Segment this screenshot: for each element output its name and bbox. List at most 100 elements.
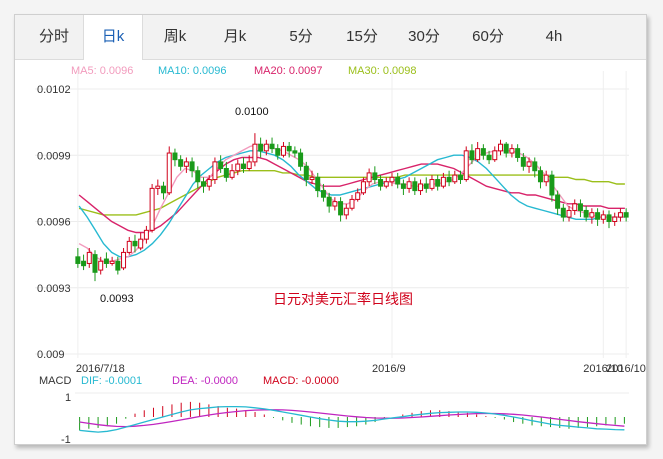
candle-body bbox=[612, 216, 618, 222]
candle-body bbox=[423, 183, 429, 189]
candle-body bbox=[378, 179, 384, 187]
candle-body bbox=[161, 185, 167, 194]
candle-body bbox=[326, 196, 332, 207]
candle-body bbox=[218, 161, 224, 169]
candle-body bbox=[240, 163, 246, 169]
candle-body bbox=[446, 176, 452, 183]
candle-body bbox=[418, 183, 424, 192]
candle-body bbox=[606, 214, 612, 222]
candle-body bbox=[343, 207, 349, 216]
candle-body bbox=[103, 258, 109, 264]
candle-body bbox=[229, 170, 235, 178]
candle-body bbox=[600, 214, 606, 220]
dea-line bbox=[79, 409, 625, 428]
y-tick-label: 0.0099 bbox=[37, 150, 71, 162]
macd-title: MACD bbox=[39, 375, 72, 387]
tab-1[interactable]: 日k bbox=[83, 15, 143, 60]
candle-body bbox=[126, 240, 132, 253]
candle-body bbox=[178, 159, 184, 167]
tab-7[interactable]: 60分 bbox=[472, 28, 504, 45]
candle-body bbox=[280, 145, 286, 156]
dif-label: DIF: -0.0001 bbox=[81, 375, 143, 387]
candle-body bbox=[172, 152, 178, 161]
low-annotation: 0.0093 bbox=[100, 293, 134, 305]
chart-watermark-title: 日元对美元汇率日线图 bbox=[273, 291, 413, 307]
candle-body bbox=[583, 209, 589, 218]
x-tick-label: 2016/10/18 bbox=[606, 363, 646, 375]
candle-body bbox=[366, 172, 372, 183]
candle-body bbox=[532, 161, 538, 172]
candle-body bbox=[389, 176, 395, 183]
candle-body bbox=[143, 229, 149, 240]
candle-body bbox=[589, 212, 595, 218]
y-tick-label: 0.0093 bbox=[37, 283, 71, 295]
candle-body bbox=[440, 176, 446, 187]
tab-6[interactable]: 30分 bbox=[408, 28, 440, 45]
candle-body bbox=[309, 176, 315, 181]
kline-widget: 分时 日k 周k 月k 5分 15分 30分 60分 4h MA5: 0.0096 MA10: … bbox=[14, 14, 647, 445]
candle-body bbox=[520, 156, 526, 167]
macd-tick-label: 1 bbox=[65, 392, 71, 404]
candle-body bbox=[263, 143, 269, 152]
tab-0[interactable]: 分时 bbox=[38, 28, 69, 45]
candle-body bbox=[235, 163, 241, 172]
candle-body bbox=[469, 150, 475, 161]
candle-body bbox=[258, 143, 264, 152]
candle-body bbox=[195, 170, 201, 183]
candle-body bbox=[480, 148, 486, 156]
candle-body bbox=[138, 238, 144, 249]
candle-body bbox=[269, 143, 275, 150]
candle-body bbox=[315, 176, 321, 192]
candle-body bbox=[320, 190, 326, 198]
candle-body bbox=[435, 179, 441, 187]
candle-body bbox=[543, 174, 549, 183]
candle-body bbox=[429, 179, 435, 189]
candle-body bbox=[223, 168, 229, 178]
ma20-label: MA20: 0.0097 bbox=[254, 65, 323, 77]
candle-body bbox=[486, 154, 492, 161]
tab-5[interactable]: 15分 bbox=[346, 28, 378, 45]
candle-body bbox=[623, 212, 629, 218]
macd-value-label: MACD: -0.0000 bbox=[263, 375, 339, 387]
tab-8[interactable]: 4h bbox=[545, 28, 563, 45]
candlestick-chart[interactable]: 0.0102 0.0099 0.0096 0.0093 0.009 2016/7/18 20… bbox=[15, 15, 646, 444]
candle-body bbox=[395, 176, 401, 185]
candle-body bbox=[252, 143, 258, 163]
candle-body bbox=[189, 161, 195, 172]
tab-4[interactable]: 5分 bbox=[289, 28, 313, 45]
candle-body bbox=[298, 152, 304, 167]
candle-body bbox=[595, 212, 601, 220]
candle-body bbox=[509, 148, 515, 154]
dea-label: DEA: -0.0000 bbox=[172, 375, 239, 387]
candle-body bbox=[166, 152, 172, 194]
candle-body bbox=[566, 209, 572, 218]
candle-body bbox=[183, 161, 189, 167]
candle-body bbox=[75, 256, 81, 264]
candle-body bbox=[132, 240, 138, 247]
candle-body bbox=[537, 170, 543, 183]
candle-body bbox=[463, 150, 469, 181]
ma10-line bbox=[78, 150, 625, 258]
candle-body bbox=[492, 150, 498, 161]
candle-body bbox=[497, 143, 503, 152]
candle-body bbox=[555, 194, 561, 209]
candle-body bbox=[109, 260, 115, 264]
x-tick-label: 2016/7/18 bbox=[76, 363, 125, 375]
candle-body bbox=[206, 179, 212, 187]
ma30-line bbox=[78, 170, 625, 216]
ma30-label: MA30: 0.0098 bbox=[348, 65, 417, 77]
candle-body bbox=[121, 251, 127, 269]
y-tick-label: 0.0096 bbox=[37, 217, 71, 229]
candle-body bbox=[372, 172, 378, 181]
x-tick-label: 2016/10 bbox=[583, 363, 623, 375]
ma5-label: MA5: 0.0096 bbox=[71, 65, 134, 77]
candle-body bbox=[406, 181, 412, 189]
tab-2[interactable]: 周k bbox=[163, 28, 187, 45]
candle-body bbox=[549, 174, 555, 196]
candle-body bbox=[81, 260, 87, 267]
ma10-label: MA10: 0.0096 bbox=[158, 65, 227, 77]
y-tick-label: 0.009 bbox=[37, 349, 65, 361]
tab-3[interactable]: 月k bbox=[223, 28, 247, 45]
candle-body bbox=[515, 148, 521, 158]
candle-body bbox=[617, 212, 623, 218]
